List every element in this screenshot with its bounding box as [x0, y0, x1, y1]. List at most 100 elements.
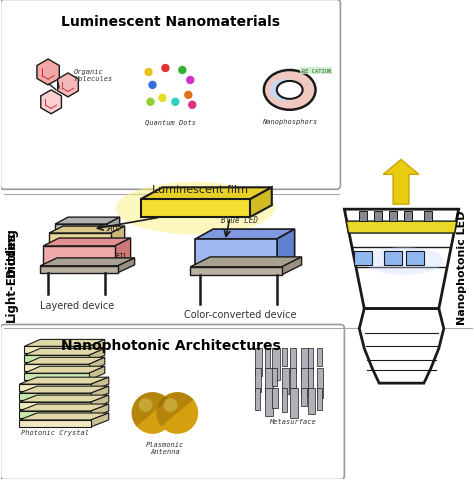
Bar [272, 369, 277, 386]
Polygon shape [43, 246, 115, 266]
Polygon shape [19, 393, 91, 400]
Bar [354, 252, 372, 265]
Polygon shape [19, 413, 109, 420]
Polygon shape [49, 227, 125, 234]
Polygon shape [141, 188, 272, 200]
Polygon shape [107, 217, 120, 234]
Ellipse shape [277, 82, 302, 100]
Bar [308, 388, 315, 414]
Polygon shape [40, 266, 118, 273]
Circle shape [185, 92, 192, 99]
Circle shape [159, 95, 166, 102]
Text: Nanophosphors: Nanophosphors [262, 119, 317, 124]
Text: Luminescent film: Luminescent film [152, 185, 248, 195]
Polygon shape [346, 222, 457, 234]
Ellipse shape [265, 72, 315, 109]
Polygon shape [141, 200, 250, 217]
Polygon shape [43, 239, 131, 246]
Polygon shape [91, 386, 109, 400]
Bar [290, 348, 296, 373]
Polygon shape [24, 364, 89, 372]
Bar [308, 369, 312, 390]
Polygon shape [40, 258, 135, 266]
Polygon shape [24, 340, 105, 347]
Polygon shape [58, 74, 78, 97]
Bar [265, 369, 273, 398]
Polygon shape [55, 217, 120, 225]
Text: Diodes: Diodes [5, 232, 18, 277]
Text: Plasmonic
Antenna: Plasmonic Antenna [146, 441, 184, 454]
Circle shape [162, 65, 169, 72]
Wedge shape [132, 392, 168, 427]
Text: Metasurface: Metasurface [269, 418, 316, 424]
Text: Blue LED: Blue LED [221, 216, 258, 225]
Text: Photonic Crystal: Photonic Crystal [21, 429, 89, 435]
Polygon shape [24, 358, 105, 364]
Bar [317, 348, 322, 367]
Bar [290, 369, 296, 388]
Polygon shape [19, 384, 91, 391]
Polygon shape [91, 413, 109, 427]
Bar [359, 212, 367, 222]
Polygon shape [89, 348, 105, 362]
Text: Light-Emitting: Light-Emitting [5, 227, 18, 322]
Polygon shape [118, 258, 135, 273]
Polygon shape [91, 395, 109, 409]
Text: Color-converted device: Color-converted device [184, 309, 296, 319]
Polygon shape [195, 229, 295, 240]
Circle shape [164, 398, 177, 412]
Bar [255, 348, 262, 376]
Circle shape [187, 77, 194, 84]
Bar [282, 388, 287, 412]
Polygon shape [19, 402, 91, 409]
Text: Layered device: Layered device [40, 300, 114, 310]
Polygon shape [19, 411, 91, 418]
Bar [389, 212, 397, 222]
Polygon shape [19, 377, 109, 384]
Polygon shape [91, 404, 109, 418]
Ellipse shape [364, 248, 444, 275]
Polygon shape [115, 239, 131, 266]
Bar [301, 388, 307, 406]
Wedge shape [156, 392, 193, 427]
Polygon shape [195, 240, 277, 267]
Bar [308, 348, 312, 371]
Bar [317, 388, 321, 410]
Bar [272, 348, 280, 380]
Circle shape [147, 99, 154, 106]
Polygon shape [111, 227, 125, 246]
Bar [265, 388, 273, 416]
Text: Organic
Molecules: Organic Molecules [74, 69, 112, 82]
Bar [301, 348, 309, 378]
Polygon shape [24, 367, 105, 373]
Polygon shape [89, 358, 105, 372]
Circle shape [149, 82, 156, 89]
Polygon shape [345, 210, 459, 309]
Bar [384, 252, 402, 265]
Polygon shape [383, 160, 419, 205]
Bar [282, 348, 287, 367]
Polygon shape [24, 356, 89, 362]
Bar [317, 369, 323, 398]
Polygon shape [41, 91, 62, 115]
Polygon shape [89, 367, 105, 380]
Bar [424, 212, 432, 222]
Polygon shape [19, 420, 91, 427]
Polygon shape [277, 229, 295, 267]
Bar [265, 348, 270, 369]
Polygon shape [24, 373, 89, 380]
Ellipse shape [116, 182, 275, 235]
Circle shape [172, 99, 179, 106]
Polygon shape [89, 340, 105, 354]
Polygon shape [55, 225, 107, 234]
FancyBboxPatch shape [0, 0, 340, 190]
Polygon shape [190, 267, 282, 275]
Bar [406, 252, 424, 265]
Ellipse shape [270, 80, 300, 102]
Text: Nanophotonic Architectures: Nanophotonic Architectures [61, 339, 280, 353]
Polygon shape [19, 395, 109, 402]
Bar [301, 369, 309, 396]
Circle shape [145, 70, 152, 76]
Polygon shape [250, 188, 272, 217]
Polygon shape [19, 386, 109, 393]
